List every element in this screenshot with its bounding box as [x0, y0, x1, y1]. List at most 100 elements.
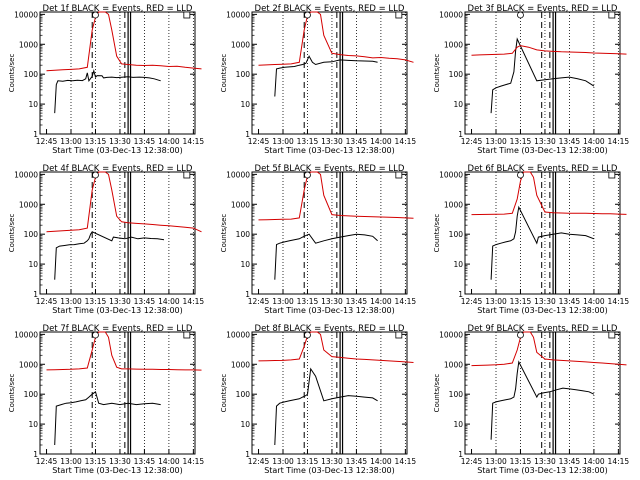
- x-tick-label: 12:45: [36, 457, 58, 466]
- event-start-marker: [92, 331, 99, 339]
- x-tick-label: 14:15: [608, 297, 630, 306]
- panel-title: Det 3f BLACK = Events, RED = LLD: [468, 4, 618, 14]
- y-tick-label: 1: [33, 450, 38, 459]
- x-tick-label: 13:30: [109, 137, 131, 146]
- plot-frame: [251, 171, 408, 295]
- x-tick-label: 14:15: [395, 137, 417, 146]
- y-tick-label: 10: [453, 100, 463, 109]
- plot-frame: [39, 171, 196, 295]
- x-tick-label: 13:30: [534, 297, 556, 306]
- detector-panel: Det 6f BLACK = Events, RED = LLD 1 10 100 10…: [433, 164, 629, 315]
- lld-series-line: [471, 171, 627, 216]
- x-tick-label: 13:00: [485, 297, 507, 306]
- plot-frame: [464, 331, 621, 455]
- plot-frame: [464, 11, 621, 135]
- x-tick-label: 12:45: [248, 137, 270, 146]
- plot-frame: [39, 11, 196, 135]
- y-tick-label: 10000: [439, 10, 463, 19]
- events-series-line: [274, 367, 378, 446]
- y-tick-label: 10000: [226, 330, 250, 339]
- y-axis-label: Counts/sec: [220, 54, 228, 93]
- event-end-marker: [183, 11, 191, 19]
- x-tick-label: 14:00: [583, 297, 605, 306]
- x-tick-label: 13:00: [272, 457, 294, 466]
- x-tick-label: 13:00: [272, 297, 294, 306]
- event-end-marker: [608, 11, 616, 19]
- event-end-marker: [608, 171, 616, 179]
- x-tick-label: 13:30: [321, 457, 343, 466]
- x-tick-label: 13:30: [109, 297, 131, 306]
- plot-frame: [251, 11, 408, 135]
- event-start-marker: [304, 11, 311, 19]
- lld-series-line: [471, 45, 627, 56]
- x-tick-label: 12:45: [36, 137, 58, 146]
- event-start-marker: [517, 11, 524, 19]
- y-tick-label: 10000: [439, 330, 463, 339]
- lld-series-line: [46, 11, 202, 72]
- detector-panel: Det 7f BLACK = Events, RED = LLD 1 10 100 10…: [8, 324, 204, 475]
- x-tick-label: 14:00: [158, 137, 180, 146]
- y-axis-label: Counts/sec: [220, 374, 228, 413]
- y-tick-label: 1000: [231, 40, 250, 49]
- x-tick-label: 14:15: [395, 457, 417, 466]
- y-tick-label: 100: [236, 230, 251, 239]
- y-tick-label: 1000: [444, 200, 463, 209]
- events-series-line: [490, 360, 595, 440]
- lld-series-line: [471, 331, 627, 367]
- y-tick-label: 1000: [444, 40, 463, 49]
- y-tick-label: 10000: [14, 10, 38, 19]
- events-series-line: [54, 68, 161, 114]
- y-tick-label: 1: [245, 290, 250, 299]
- x-tick-label: 13:45: [346, 297, 368, 306]
- y-axis-label: Counts/sec: [433, 374, 441, 413]
- x-tick-label: 13:30: [109, 457, 131, 466]
- event-end-marker: [608, 331, 616, 339]
- detector-panel: Det 5f BLACK = Events, RED = LLD 1 10 100 10…: [220, 164, 416, 315]
- y-tick-label: 10: [240, 260, 250, 269]
- x-axis-label: Start Time (03-Dec-13 12:38:00): [52, 466, 183, 475]
- x-tick-label: 14:00: [370, 137, 392, 146]
- x-tick-label: 12:45: [461, 297, 483, 306]
- y-tick-label: 1: [33, 130, 38, 139]
- event-start-marker: [304, 171, 311, 179]
- y-axis-label: Counts/sec: [8, 374, 16, 413]
- events-series-line: [274, 55, 378, 97]
- y-tick-label: 10: [240, 420, 250, 429]
- plot-frame: [251, 331, 408, 455]
- event-end-marker: [395, 171, 403, 179]
- x-tick-label: 13:15: [85, 457, 107, 466]
- x-tick-label: 13:45: [559, 137, 581, 146]
- y-tick-label: 1000: [231, 360, 250, 369]
- panel-title: Det 9f BLACK = Events, RED = LLD: [468, 324, 618, 334]
- panel-title: Det 5f BLACK = Events, RED = LLD: [255, 164, 405, 174]
- x-tick-label: 14:00: [583, 137, 605, 146]
- x-tick-label: 13:15: [297, 137, 319, 146]
- panel-title: Det 7f BLACK = Events, RED = LLD: [43, 324, 193, 334]
- x-tick-label: 13:00: [485, 137, 507, 146]
- y-axis-label: Counts/sec: [8, 54, 16, 93]
- y-axis-label: Counts/sec: [8, 214, 16, 253]
- x-tick-label: 13:45: [134, 137, 156, 146]
- event-end-marker: [183, 331, 191, 339]
- y-tick-label: 100: [24, 70, 39, 79]
- detector-panel: Det 3f BLACK = Events, RED = LLD 1 10 100 10…: [433, 4, 629, 155]
- x-tick-label: 13:00: [60, 457, 82, 466]
- x-axis-label: Start Time (03-Dec-13 12:38:00): [477, 466, 608, 475]
- events-series-line: [54, 231, 165, 280]
- plot-frame: [39, 331, 196, 455]
- x-tick-label: 13:15: [510, 297, 532, 306]
- detector-panel: Det 2f BLACK = Events, RED = LLD 1 10 100 10…: [220, 4, 416, 155]
- y-tick-label: 100: [236, 70, 251, 79]
- y-axis-label: Counts/sec: [433, 54, 441, 93]
- events-series-line: [54, 390, 161, 446]
- events-series-line: [490, 205, 595, 280]
- x-tick-label: 12:45: [248, 297, 270, 306]
- x-tick-label: 13:00: [272, 137, 294, 146]
- detector-panel: Det 8f BLACK = Events, RED = LLD 1 10 100 10…: [220, 324, 416, 475]
- panel-title: Det 8f BLACK = Events, RED = LLD: [255, 324, 405, 334]
- y-tick-label: 1000: [19, 200, 38, 209]
- y-tick-label: 1: [245, 450, 250, 459]
- x-axis-label: Start Time (03-Dec-13 12:38:00): [264, 466, 395, 475]
- x-tick-label: 13:30: [534, 137, 556, 146]
